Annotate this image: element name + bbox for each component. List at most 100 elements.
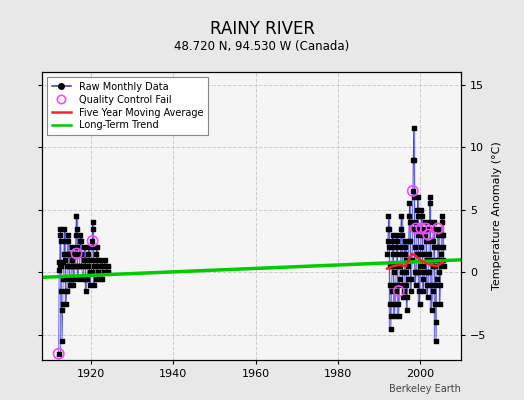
Point <box>417 225 425 232</box>
Point <box>436 263 445 269</box>
Point <box>401 244 409 250</box>
Point <box>93 244 101 250</box>
Point <box>80 263 88 269</box>
Point <box>73 263 81 269</box>
Point <box>421 219 430 226</box>
Point <box>409 125 418 132</box>
Point <box>406 238 414 244</box>
Point <box>77 250 85 257</box>
Point <box>100 263 108 269</box>
Point <box>60 225 69 232</box>
Point <box>430 225 438 232</box>
Point <box>56 263 64 269</box>
Point <box>71 263 79 269</box>
Point <box>428 307 436 313</box>
Legend: Raw Monthly Data, Quality Control Fail, Five Year Moving Average, Long-Term Tren: Raw Monthly Data, Quality Control Fail, … <box>47 77 208 135</box>
Point <box>439 232 447 238</box>
Point <box>96 263 104 269</box>
Point <box>68 250 76 257</box>
Point <box>387 326 395 332</box>
Y-axis label: Temperature Anomaly (°C): Temperature Anomaly (°C) <box>492 142 502 290</box>
Point <box>427 257 435 263</box>
Point <box>61 257 69 263</box>
Point <box>422 225 430 232</box>
Point <box>411 244 419 250</box>
Point <box>406 257 414 263</box>
Point <box>61 288 70 294</box>
Point <box>421 232 429 238</box>
Point <box>416 263 424 269</box>
Point <box>404 276 412 282</box>
Point <box>97 263 106 269</box>
Point <box>430 244 439 250</box>
Point <box>409 188 417 194</box>
Point <box>390 282 398 288</box>
Point <box>72 232 80 238</box>
Point <box>397 213 406 219</box>
Point <box>88 269 96 276</box>
Point <box>98 276 106 282</box>
Point <box>430 219 438 226</box>
Point <box>385 244 394 250</box>
Point <box>411 282 420 288</box>
Point <box>393 238 401 244</box>
Point <box>405 213 413 219</box>
Point <box>390 313 399 319</box>
Point <box>413 194 422 200</box>
Point <box>76 238 84 244</box>
Point <box>396 244 405 250</box>
Point <box>400 288 408 294</box>
Point <box>407 276 415 282</box>
Point <box>398 250 406 257</box>
Point <box>386 300 395 307</box>
Point <box>388 263 396 269</box>
Point <box>429 288 437 294</box>
Point <box>397 225 405 232</box>
Point <box>427 238 435 244</box>
Point <box>85 257 93 263</box>
Point <box>84 263 92 269</box>
Point <box>81 276 90 282</box>
Point <box>438 219 446 226</box>
Point <box>90 263 98 269</box>
Point <box>69 276 77 282</box>
Point <box>56 232 64 238</box>
Point <box>81 257 89 263</box>
Point <box>411 269 419 276</box>
Point <box>72 213 80 219</box>
Point <box>412 250 421 257</box>
Point <box>392 232 401 238</box>
Point <box>422 225 430 232</box>
Point <box>92 263 100 269</box>
Point <box>393 250 401 257</box>
Point <box>65 263 73 269</box>
Point <box>389 250 398 257</box>
Point <box>59 259 68 266</box>
Point <box>82 288 90 294</box>
Point <box>402 294 411 300</box>
Point <box>383 250 391 257</box>
Point <box>434 225 442 232</box>
Point <box>402 269 410 276</box>
Point <box>416 300 424 307</box>
Point <box>67 263 75 269</box>
Point <box>66 282 74 288</box>
Point <box>101 257 109 263</box>
Text: Berkeley Earth: Berkeley Earth <box>389 384 461 394</box>
Point <box>433 257 441 263</box>
Point <box>433 244 442 250</box>
Point <box>417 225 425 232</box>
Point <box>410 194 418 200</box>
Point <box>432 338 440 344</box>
Point <box>95 276 104 282</box>
Point <box>434 232 442 238</box>
Point <box>71 250 80 257</box>
Point <box>54 350 63 357</box>
Point <box>68 244 76 250</box>
Point <box>92 276 100 282</box>
Point <box>392 263 400 269</box>
Point <box>410 156 418 163</box>
Point <box>433 276 441 282</box>
Point <box>404 263 412 269</box>
Point <box>418 213 426 219</box>
